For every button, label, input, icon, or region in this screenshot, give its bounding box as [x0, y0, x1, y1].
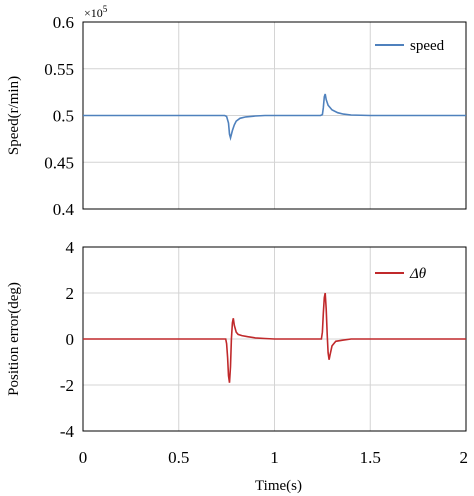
speed-legend-label: speed — [410, 38, 445, 54]
speed-y-tick-label: 0.6 — [53, 13, 74, 32]
x-tick-label: 0.5 — [168, 448, 189, 467]
speed-y-multiplier: ×105 — [84, 4, 108, 20]
speed-legend: speed — [375, 38, 445, 54]
x-tick-label: 0 — [79, 448, 88, 467]
x-tick-label: 1.5 — [360, 448, 381, 467]
speed-y-axis-label: Speed(r/min) — [6, 76, 22, 155]
speed-series-line — [83, 93, 466, 142]
position-error-y-tick-label: 2 — [66, 284, 75, 303]
speed-y-tick-label: 0.55 — [44, 60, 74, 79]
speed-y-tick-label: 0.4 — [53, 200, 75, 219]
position-error-legend: Δθ — [375, 266, 427, 282]
position-error-y-tick-label: -2 — [60, 376, 74, 395]
x-tick-label: 2 — [460, 448, 469, 467]
x-tick-label: 1 — [270, 448, 279, 467]
speed-y-multiplier-exponent: 5 — [103, 4, 108, 14]
x-axis-label: Time(s) — [255, 478, 302, 494]
position-error-y-axis-label: Position error(deg) — [6, 282, 22, 396]
speed-y-tick-label: 0.45 — [44, 153, 74, 172]
position-error-y-tick-labels: 4 2 0 -2 -4 — [60, 238, 75, 441]
speed-y-tick-label: 0.5 — [53, 107, 74, 126]
speed-y-multiplier-base: ×10 — [84, 6, 103, 20]
speed-y-tick-labels: 0.6 0.55 0.5 0.45 0.4 — [44, 13, 74, 219]
speed-chart: 0.6 0.55 0.5 0.45 0.4 Speed(r/min) ×105 spee… — [6, 4, 467, 219]
position-error-y-tick-label: 0 — [66, 330, 75, 349]
position-error-y-tick-label: 4 — [66, 238, 75, 257]
position-error-series-line — [83, 292, 466, 383]
position-error-legend-label: Δθ — [409, 266, 427, 282]
position-error-chart: 4 2 0 -2 -4 0 0.5 1 1.5 2 Position error(deg) Ti… — [6, 238, 468, 494]
position-error-y-tick-label: -4 — [60, 422, 75, 441]
position-error-x-tick-labels: 0 0.5 1 1.5 2 — [79, 448, 468, 467]
